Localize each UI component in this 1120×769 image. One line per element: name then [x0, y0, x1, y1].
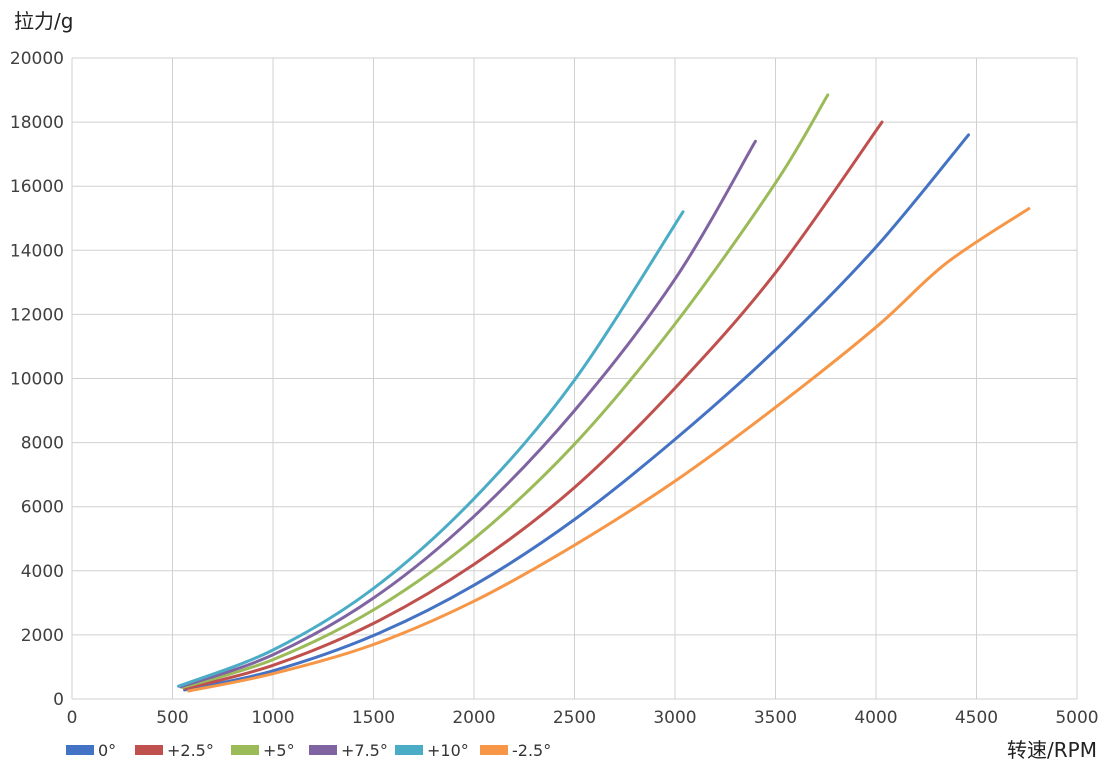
x-tick-labels: 0 500 1000 1500 2000 2500 3000 3500 4000 4500 5000: [67, 708, 1099, 728]
series-line-3: [179, 139, 757, 689]
legend-label: +10°: [427, 741, 469, 760]
y-tick-label: 10000: [10, 370, 64, 390]
legend-swatch: [135, 745, 163, 755]
x-tick-label: 4500: [955, 708, 998, 728]
series-line-2: [181, 93, 830, 689]
x-tick-label: 0: [67, 708, 78, 728]
y-tick-label: 16000: [10, 177, 64, 197]
y-tick-label: 18000: [10, 113, 64, 133]
x-tick-label: 2000: [452, 708, 495, 728]
y-tick-label: 14000: [10, 241, 64, 261]
x-axis-title: 转速/RPM: [1007, 738, 1097, 762]
grid-lines: [71, 57, 1078, 700]
y-axis-title: 拉力/g: [14, 9, 73, 33]
x-tick-label: 1000: [251, 708, 294, 728]
series-line-4: [177, 210, 685, 688]
legend-label: -2.5°: [512, 741, 551, 760]
legend-swatch: [395, 745, 423, 755]
x-tick-label: 5000: [1055, 708, 1098, 728]
legend-label: +7.5°: [341, 741, 388, 760]
y-tick-label: 6000: [21, 498, 64, 518]
legend-swatch: [231, 745, 259, 755]
y-tick-label: 0: [53, 690, 64, 710]
x-tick-label: 2500: [553, 708, 596, 728]
series-line-5: [187, 207, 1031, 693]
y-tick-label: 2000: [21, 626, 64, 646]
x-tick-label: 3500: [754, 708, 797, 728]
legend-label: 0°: [98, 741, 116, 760]
x-tick-label: 1500: [352, 708, 395, 728]
x-tick-label: 3000: [653, 708, 696, 728]
x-tick-label: 4000: [854, 708, 897, 728]
legend-swatch: [309, 745, 337, 755]
legend-label: +2.5°: [167, 741, 214, 760]
legend-swatch: [480, 745, 508, 755]
legend-swatch: [66, 745, 94, 755]
y-tick-label: 12000: [10, 305, 64, 325]
y-tick-label: 4000: [21, 562, 64, 582]
series-line-1: [183, 120, 884, 691]
x-tick-label: 500: [156, 708, 188, 728]
series-lines: [177, 93, 1031, 693]
y-tick-labels: 0 2000 4000 6000 8000 10000 12000 14000 16000 180…: [10, 49, 64, 710]
legend-label: +5°: [263, 741, 295, 760]
y-tick-label: 20000: [10, 49, 64, 69]
series-line-0: [183, 133, 970, 692]
legend: 0° +2.5° +5° +7.5° +10° -2.5°: [66, 741, 551, 760]
y-tick-label: 8000: [21, 434, 64, 454]
